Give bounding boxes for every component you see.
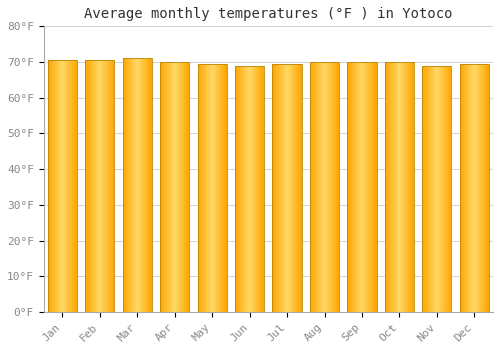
Bar xyxy=(122,58,152,312)
Bar xyxy=(85,60,114,312)
Bar xyxy=(422,65,452,312)
Bar xyxy=(272,64,302,312)
Bar xyxy=(310,62,339,312)
Bar xyxy=(348,62,376,312)
Bar xyxy=(48,60,77,312)
Bar xyxy=(198,64,227,312)
Bar xyxy=(160,62,190,312)
Bar xyxy=(460,64,489,312)
Title: Average monthly temperatures (°F ) in Yotoco: Average monthly temperatures (°F ) in Yo… xyxy=(84,7,452,21)
Bar xyxy=(385,62,414,312)
Bar xyxy=(235,65,264,312)
